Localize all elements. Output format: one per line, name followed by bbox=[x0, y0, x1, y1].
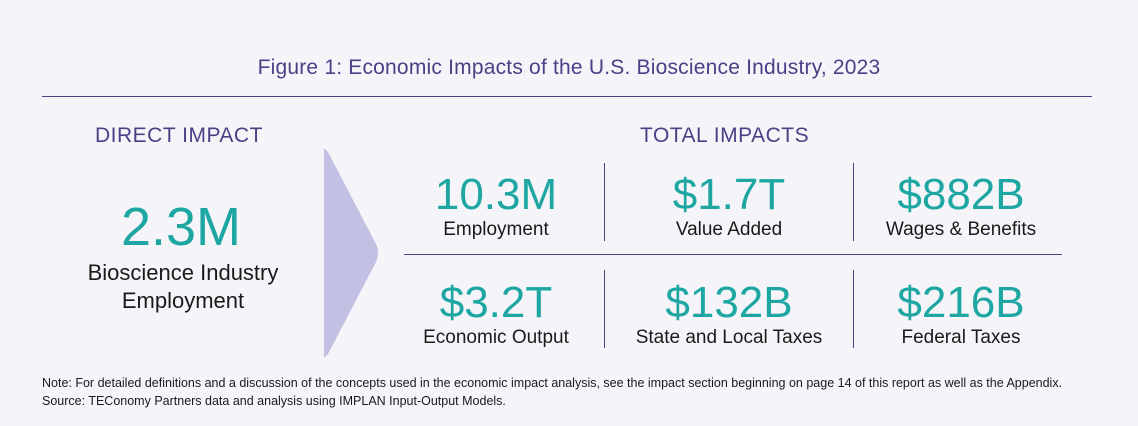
direct-label-line2: Employment bbox=[121, 288, 245, 313]
direct-impact-value: 2.3M bbox=[120, 197, 242, 257]
metric-value: $882B bbox=[897, 170, 1025, 219]
vertical-divider bbox=[604, 163, 605, 241]
vertical-divider bbox=[853, 163, 854, 241]
vertical-divider bbox=[604, 270, 605, 348]
direct-impact-heading: DIRECT IMPACT bbox=[95, 124, 263, 147]
metric-label: Economic Output bbox=[423, 327, 569, 348]
metric-value: $3.2T bbox=[439, 278, 553, 327]
note-text: Note: For detailed definitions and a dis… bbox=[42, 376, 1063, 390]
metric-economic-output: $3.2T Economic Output bbox=[376, 280, 616, 350]
metric-value: $216B bbox=[897, 278, 1025, 327]
metric-label: State and Local Taxes bbox=[635, 327, 823, 348]
metric-label: Federal Taxes bbox=[901, 327, 1021, 348]
metric-state-local-taxes: $132B State and Local Taxes bbox=[609, 280, 849, 350]
metric-value: $132B bbox=[665, 278, 793, 327]
horizontal-divider bbox=[404, 254, 1062, 255]
figure-notes: Note: For detailed definitions and a dis… bbox=[42, 374, 1062, 410]
metric-wages-benefits: $882B Wages & Benefits bbox=[841, 172, 1081, 242]
metric-federal-taxes: $216B Federal Taxes bbox=[841, 280, 1081, 350]
metric-label: Wages & Benefits bbox=[885, 219, 1037, 240]
metric-label: Value Added bbox=[675, 219, 783, 240]
metric-employment: 10.3M Employment bbox=[376, 172, 616, 242]
metric-value: 10.3M bbox=[434, 170, 558, 219]
direct-label-line1: Bioscience Industry bbox=[87, 260, 279, 285]
metric-value: $1.7T bbox=[672, 170, 786, 219]
title-divider bbox=[42, 96, 1092, 97]
figure-title: Figure 1: Economic Impacts of the U.S. B… bbox=[257, 56, 881, 79]
chevron-arrow-icon bbox=[323, 148, 378, 358]
metric-value-added: $1.7T Value Added bbox=[609, 172, 849, 242]
metric-label: Employment bbox=[443, 219, 549, 240]
total-impacts-heading: TOTAL IMPACTS bbox=[640, 124, 810, 147]
source-text: Source: TEConomy Partners data and analy… bbox=[42, 394, 506, 408]
direct-impact-label: Bioscience Industry Employment bbox=[0, 259, 366, 315]
vertical-divider bbox=[853, 270, 854, 348]
